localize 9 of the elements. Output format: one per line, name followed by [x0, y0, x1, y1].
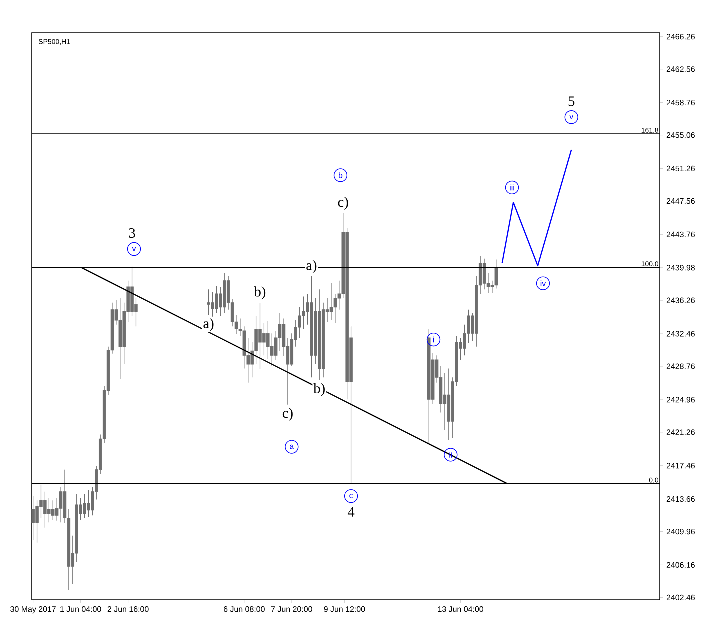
annotation: c) — [282, 408, 293, 422]
annotation: b) — [314, 383, 325, 396]
annotation: a) — [204, 318, 214, 332]
annotation: c) — [338, 197, 348, 210]
annotation: 4 — [348, 507, 355, 517]
annotation: 3 — [129, 228, 136, 238]
annotation: a) — [306, 260, 317, 274]
annotation: b) — [254, 286, 266, 300]
annotation: 5 — [568, 96, 575, 106]
